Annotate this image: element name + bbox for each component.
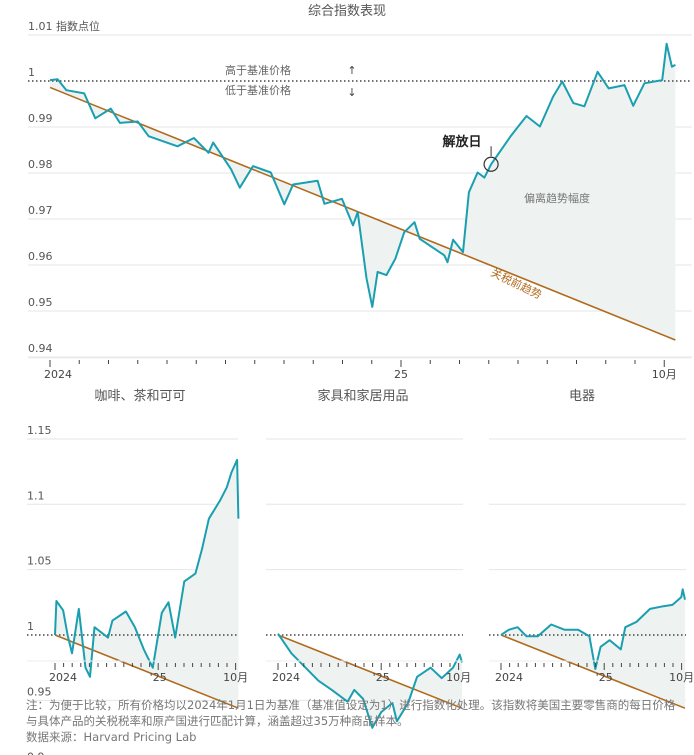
x-tick-label: 10月: [652, 368, 677, 381]
chart-title: 电器: [569, 389, 595, 404]
chart-title: 家具和家居用品: [317, 388, 408, 404]
x-tick-label: 10月: [669, 671, 694, 684]
x-tick-label: 2024: [44, 368, 72, 381]
x-tick-label: 2024: [49, 671, 77, 684]
x-tick-label: '25: [373, 671, 390, 684]
arrow-down-icon: ↓: [347, 86, 356, 99]
index-line: [49, 42, 676, 308]
liberation-day-label: 解放日: [441, 134, 481, 150]
x-tick-label: 2024: [272, 671, 300, 684]
deviation-area: [50, 43, 676, 340]
footnote: 注：为便于比较，所有价格均以2024年1月1日为基准（基准值设定为1）进行指数化…: [26, 697, 686, 745]
trend-line: [49, 86, 676, 341]
x-tick-label: 10月: [223, 671, 248, 684]
y-tick-label: 1.05: [27, 555, 52, 568]
trend-line: [54, 634, 239, 709]
deviation-area: [501, 589, 685, 709]
chart-title: 综合指数表现: [308, 4, 386, 19]
footnote-text: 注：为便于比较，所有价格均以2024年1月1日为基准（基准值设定为1）进行指数化…: [26, 698, 676, 728]
y-tick-label: 1.01: [28, 20, 53, 33]
y-tick-label: 0.94: [28, 342, 53, 355]
y-tick-label: 1.15: [27, 424, 52, 437]
liberation-day-marker: [483, 156, 499, 172]
y-tick-label: 1: [27, 620, 34, 633]
chart-panel-0: [28, 34, 692, 367]
y-tick-label: 0.96: [28, 250, 53, 263]
arrow-up-icon: ↑: [347, 64, 356, 77]
y-tick-label: 0.95: [27, 685, 52, 698]
index-line: [277, 633, 463, 729]
x-tick-label: '25: [596, 671, 613, 684]
below-baseline-label: 低于基准价格: [225, 83, 291, 97]
chart-panel-1: [27, 438, 240, 709]
y-tick-label: 0.98: [28, 158, 53, 171]
deviation-area: [278, 633, 462, 728]
source-text: 数据来源：Harvard Pricing Lab: [26, 730, 197, 744]
y-tick-label: 0.95: [28, 296, 53, 309]
deviation-area: [55, 459, 239, 709]
trend-line: [500, 634, 686, 709]
deviation-label: 偏离趋势幅度: [524, 191, 590, 205]
x-tick-label: 10月: [446, 671, 471, 684]
x-tick-label: 2024: [495, 671, 523, 684]
index-line: [500, 588, 686, 670]
chart-title: 咖啡、茶和可可: [94, 388, 185, 404]
chart-panel-3: [489, 438, 686, 709]
x-tick-label: '25: [150, 671, 167, 684]
above-baseline-label: 高于基准价格: [225, 63, 291, 77]
y-tick-label: 0.97: [28, 204, 53, 217]
y-axis-label: 指数点位: [56, 19, 100, 33]
y-tick-label: 1.1: [27, 489, 45, 502]
x-tick-label: 25: [394, 368, 408, 381]
y-tick-label: 0.99: [28, 112, 53, 125]
chart-panel-2: [266, 438, 463, 729]
index-line: [54, 458, 240, 678]
trend-line: [277, 634, 463, 709]
y-tick-label: 1: [28, 66, 35, 79]
y-tick-label: 0.9: [27, 751, 45, 755]
